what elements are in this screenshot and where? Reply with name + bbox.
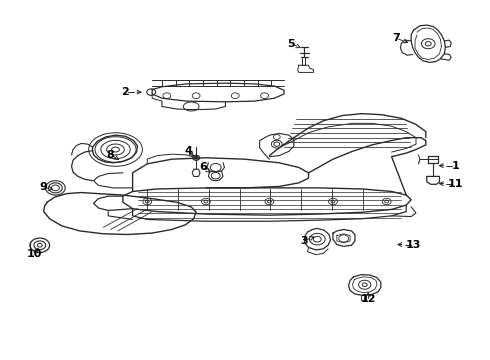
Text: 4: 4 [185,146,193,156]
Text: 6: 6 [199,162,207,172]
Text: 12: 12 [360,294,376,304]
Text: 11: 11 [447,179,463,189]
Text: 8: 8 [107,150,115,160]
Text: 9: 9 [40,182,48,192]
Text: 2: 2 [122,87,129,97]
Text: 5: 5 [288,39,295,49]
Text: 7: 7 [392,33,400,43]
Text: 1: 1 [451,161,459,171]
Text: 13: 13 [406,239,421,249]
Text: 10: 10 [26,248,42,258]
Text: 3: 3 [300,236,307,246]
